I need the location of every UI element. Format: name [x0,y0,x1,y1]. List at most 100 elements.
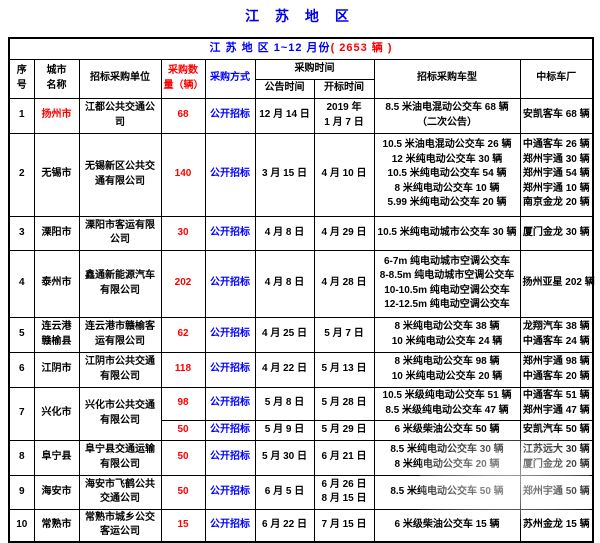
row-open-date: 6 月 26 日 8 月 15 日 [313,474,375,510]
header-qty: 采购数 量（辆） [160,58,206,99]
row-models: 6 米级柴油公交车 15 辆 [373,508,521,543]
row-method: 公开招标 [204,215,256,251]
row-qty: 68 [160,97,206,134]
row-method: 公开招标 [204,508,256,543]
row-winner: 扬州亚星 202 辆 [519,249,595,318]
table-row: 9 海安市 海安市飞鹤公共交通公司 50 公开招标 6 月 5 日 6 月 26… [8,474,594,510]
table-row: 5 连云港 赣榆县 连云港市赣榆客运有限公司 62 公开招标 4 月 25 日 … [8,316,594,353]
row-city: 兴化市 [33,386,80,441]
header-unit: 招标采购单位 [78,58,162,99]
header-seq: 序 号 [8,58,35,99]
row-winner: 中通客车 51 辆 郑州宇通 47 辆 [519,386,594,421]
row-unit: 鑫通新能源汽车有限公司 [78,249,162,318]
row-seq: 9 [8,474,35,510]
row-open-date: 6 月 21 日 [313,439,375,476]
row-seq: 5 [8,316,35,353]
row-winner: 厦门金龙 30 辆 [519,215,594,251]
table-row: 1 扬州市 江都公共交通公司 68 公开招标 12 月 14 日 2019 年 … [8,97,594,134]
row-qty: 50 [160,419,206,441]
table-row: 6 江阴市 江阴市公共交通有限公司 118 公开招标 4 月 22 日 5 月 … [8,351,594,388]
row-announce-date: 4 月 8 日 [254,215,315,251]
table-row: 2 无锡市 无锡新区公共交通有限公司 140 公开招标 3 月 15 日 4 月… [8,132,594,217]
row-winner: 郑州宇通 98 辆 中通客车 20 辆 [519,351,594,388]
row-method: 公开招标 [204,351,256,388]
table-subtitle: 江 苏 地 区 1~12 月份( 2653 辆 ) [8,37,594,60]
row-method: 公开招标 [204,97,256,134]
table-row: 3 溧阳市 溧阳市客运有限公司 30 公开招标 4 月 8 日 4 月 29 日… [8,215,594,251]
row-unit: 兴化市公共交通有限公司 [78,386,162,441]
row-city: 海安市 [33,474,80,510]
row-winner: 江苏远大 30 辆 厦门金龙 20 辆 [519,439,594,476]
header-models: 招标采购车型 [373,58,521,99]
row-method: 公开招标 [204,439,256,476]
row-winner: 安凯客车 68 辆 [519,97,594,134]
row-open-date: 5 月 13 日 [313,351,375,388]
row-announce-date: 12 月 14 日 [254,97,315,134]
table-row: 10 常熟市 常熟市城乡公交客运公司 15 公开招标 6 月 22 日 7 月 … [8,508,594,543]
row-qty: 50 [160,474,206,510]
row-announce-date: 4 月 25 日 [254,316,315,353]
table-row: 7 兴化市 兴化市公共交通有限公司 98 公开招标 5 月 8 日 5 月 28… [8,386,594,441]
row-city: 无锡市 [33,132,80,217]
row-qty: 15 [160,508,206,543]
header-time: 采购时间 [254,58,375,80]
row-unit: 连云港市赣榆客运有限公司 [78,316,162,353]
subtitle-region: 江 苏 地 区 1~12 月份 [209,41,331,54]
row-city: 连云港 赣榆县 [33,316,80,353]
row-city: 江阴市 [33,351,80,388]
row-open-date: 4 月 28 日 [313,249,375,318]
row-models: 8.5 米纯电动公交车 50 辆 [373,474,521,510]
subtitle-count: ( 2653 辆 ) [330,41,393,54]
row-unit: 阜宁县交通运输有限公司 [78,439,162,476]
table-row: 50 公开招标 5 月 9 日 5 月 29 日 6 米级柴油公交车 50 辆 … [9,419,594,441]
row-announce-date: 5 月 9 日 [254,419,315,441]
row-models: 8.5 米油电混动公交车 68 辆 （二次公告） [373,97,521,134]
row-open-date: 4 月 29 日 [313,215,375,251]
row-city: 阜宁县 [33,439,80,476]
row-qty: 30 [160,215,206,251]
row-unit: 溧阳市客运有限公司 [78,215,162,251]
row-open-date: 7 月 15 日 [313,508,375,543]
row-winner: 安凯汽车 50 辆 [519,419,594,441]
row-seq: 1 [8,97,35,134]
row-models: 8.5 米纯电动公交车 30 辆 8 米纯电动公交车 20 辆 [373,439,521,476]
header-winner: 中标车厂 [519,58,594,99]
header-announce-time: 公告时间 [254,78,315,99]
row-announce-date: 5 月 8 日 [254,386,315,421]
row-models: 6-7m 纯电动城市空调公交车 8-8.5m 纯电动城市空调公交车 10-10.… [373,249,521,318]
row-qty: 202 [160,249,206,318]
row-open-date: 5 月 7 日 [313,316,375,353]
row-unit: 江都公共交通公司 [78,97,162,134]
row-seq: 3 [8,215,35,251]
row-city: 常熟市 [33,508,80,543]
row-method: 公开招标 [204,474,256,510]
row-announce-date: 4 月 22 日 [254,351,315,388]
row-models: 6 米级柴油公交车 50 辆 [373,419,521,441]
table-row: 4 泰州市 鑫通新能源汽车有限公司 202 公开招标 4 月 8 日 4 月 2… [8,249,595,318]
row-models: 10.5 米级纯电动公交车 51 辆 8.5 米级纯电动公交车 47 辆 [373,386,521,421]
row-method: 公开招标 [204,316,256,353]
header-method: 采购方式 [204,58,256,99]
row-seq: 8 [8,439,35,476]
row-qty: 98 [160,386,206,421]
row-unit: 常熟市城乡公交客运公司 [78,508,162,543]
row-models: 10.5 米油电混动公交车 26 辆 12 米纯电动公交车 30 辆 10.5 … [373,132,521,217]
row-unit: 海安市飞鹤公共交通公司 [78,474,162,510]
row-winner: 龙翔汽车 38 辆 中通客车 24 辆 [519,316,594,353]
row-open-date: 5 月 29 日 [313,419,375,441]
row-qty: 62 [160,316,206,353]
row-winner: 郑州宇通 50 辆 [519,474,594,510]
header-open-time: 开标时间 [313,78,375,99]
row-method: 公开招标 [204,249,256,318]
row-qty: 140 [160,132,206,217]
row-open-date: 5 月 28 日 [313,386,375,421]
row-announce-date: 5 月 30 日 [254,439,315,476]
header-city: 城市 名称 [33,58,80,99]
row-method: 公开招标 [204,386,256,421]
procurement-table: 江 苏 地 区 1~12 月份( 2653 辆 ) 序 号 城市 名称 招标采购… [8,37,595,543]
row-city: 溧阳市 [33,215,80,251]
table-row: 8 阜宁县 阜宁县交通运输有限公司 50 公开招标 5 月 30 日 6 月 2… [8,439,594,476]
row-announce-date: 3 月 15 日 [254,132,315,217]
row-unit: 无锡新区公共交通有限公司 [78,132,162,217]
row-method: 公开招标 [204,419,256,441]
